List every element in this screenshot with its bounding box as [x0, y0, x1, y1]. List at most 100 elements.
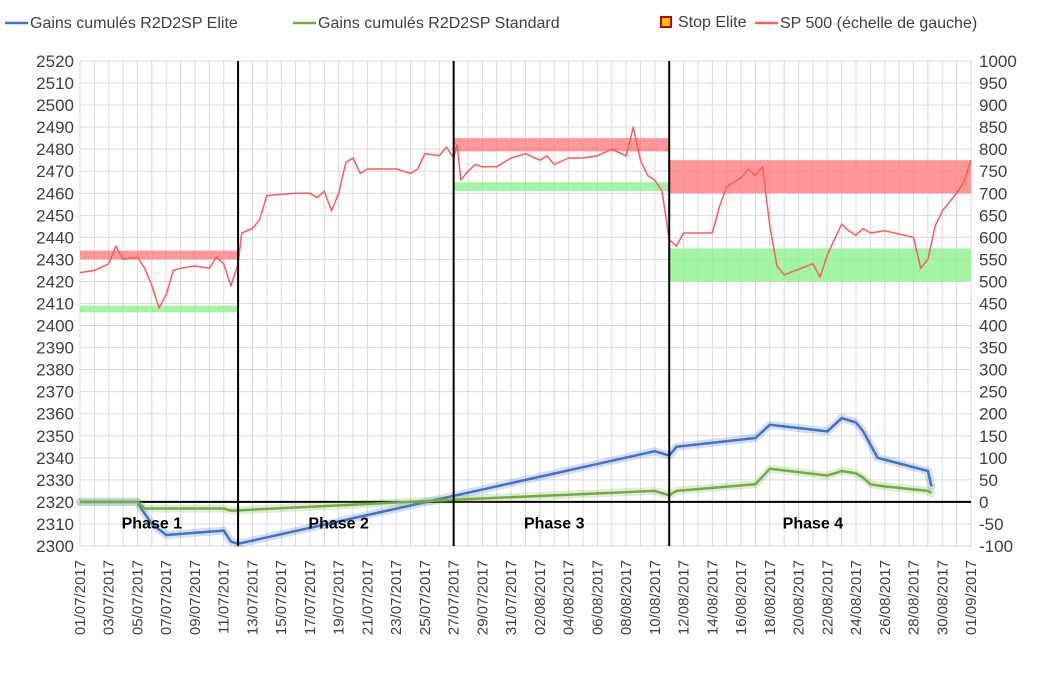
standard-gains-line	[80, 467, 933, 512]
tick-labels: Phase 1 Phase 2 Phase 3 Phase 4 2300 2310 2320…	[36, 52, 1017, 635]
x-tick: 23/07/2017	[388, 560, 405, 635]
x-tick: 08/08/2017	[618, 560, 635, 635]
resistance-band	[669, 160, 971, 194]
y-left-tick: 2500	[36, 96, 74, 115]
y-left-tick: 2510	[36, 74, 74, 93]
elite-gains-line	[80, 416, 933, 546]
y-left-tick: 2480	[36, 140, 74, 159]
phase-label-3: Phase 3	[524, 515, 585, 532]
x-tick: 18/08/2017	[762, 560, 779, 635]
support-band	[453, 182, 670, 192]
resistance-band	[80, 250, 239, 260]
sp500-line	[79, 126, 972, 309]
x-tick: 26/08/2017	[877, 560, 894, 635]
y-left-tick: 2350	[36, 427, 74, 446]
phase-label-4: Phase 4	[783, 515, 844, 532]
y-left-tick: 2340	[36, 449, 74, 468]
y-left-tick: 2490	[36, 118, 74, 137]
legend-item: Stop Elite	[660, 14, 747, 31]
x-tick: 04/08/2017	[561, 560, 578, 635]
y-right-tick: 100	[979, 449, 1007, 468]
y-right-tick: 500	[979, 272, 1007, 291]
phase-dividers	[237, 61, 671, 546]
legend-item: Gains cumulés R2D2SP Elite	[5, 15, 238, 32]
x-tick: 13/07/2017	[245, 560, 262, 635]
legend: Gains cumulés R2D2SP Elite Gains cumulés …	[5, 14, 977, 32]
y-right-tick: 950	[979, 74, 1007, 93]
y-left-tick: 2400	[36, 317, 74, 336]
standard-gains-glow	[76, 464, 936, 515]
legend-label: Gains cumulés R2D2SP Standard	[318, 15, 560, 32]
legend-item: Gains cumulés R2D2SP Standard	[293, 15, 560, 32]
y-right-tick: 900	[979, 96, 1007, 115]
legend-label: Gains cumulés R2D2SP Elite	[30, 15, 238, 32]
y-left-tick: 2420	[36, 272, 74, 291]
y-right-tick: -50	[979, 515, 1004, 534]
y-left-tick: 2470	[36, 162, 74, 181]
y-left-tick: 2410	[36, 295, 74, 314]
x-tick: 27/07/2017	[446, 560, 463, 635]
x-tick: 03/07/2017	[101, 560, 118, 635]
y-right-tick: 1000	[979, 52, 1017, 71]
y-right-tick: 650	[979, 206, 1007, 225]
y-right-tick: 550	[979, 250, 1007, 269]
y-right-tick: 350	[979, 339, 1007, 358]
y-right-tick: 0	[979, 493, 988, 512]
legend-swatch-marker	[660, 16, 672, 28]
y-left-tick: 2380	[36, 361, 74, 380]
y-left-tick: 2460	[36, 184, 74, 203]
y-left-tick: 2300	[36, 537, 74, 556]
legend-label: Stop Elite	[678, 14, 747, 31]
phase-label-2: Phase 2	[308, 515, 369, 532]
y-left-tick: 2520	[36, 52, 74, 71]
y-right-tick: 750	[979, 162, 1007, 181]
y-left-tick: 2310	[36, 515, 74, 534]
x-tick: 01/07/2017	[72, 560, 89, 635]
x-tick: 01/09/2017	[963, 560, 980, 635]
y-right-tick: 250	[979, 383, 1007, 402]
y-left-tick: 2450	[36, 206, 74, 225]
y-right-tick: 400	[979, 317, 1007, 336]
phase-label-1: Phase 1	[122, 515, 183, 532]
x-tick: 29/07/2017	[474, 560, 491, 635]
y-right-tick: 450	[979, 295, 1007, 314]
resistance-band	[453, 138, 670, 152]
y-left-tick: 2360	[36, 405, 74, 424]
legend-item: SP 500 (échelle de gauche)	[755, 15, 977, 32]
y-right-tick: 800	[979, 140, 1007, 159]
y-left-tick: 2430	[36, 250, 74, 269]
y-right-tick: 600	[979, 228, 1007, 247]
x-tick: 20/08/2017	[791, 560, 808, 635]
x-tick: 07/07/2017	[158, 560, 175, 635]
x-tick: 30/08/2017	[934, 560, 951, 635]
y-right-tick: 300	[979, 361, 1007, 380]
x-tick: 06/08/2017	[589, 560, 606, 635]
x-tick: 14/08/2017	[704, 560, 721, 635]
y-right-tick: 700	[979, 184, 1007, 203]
y-right-tick: 200	[979, 405, 1007, 424]
x-tick: 05/07/2017	[130, 560, 147, 635]
x-tick: 24/08/2017	[848, 560, 865, 635]
x-tick: 22/08/2017	[819, 560, 836, 635]
y-left-tick: 2320	[36, 493, 74, 512]
x-tick: 28/08/2017	[906, 560, 923, 635]
series-layer	[76, 126, 972, 548]
y-left-tick: 2440	[36, 228, 74, 247]
y-right-tick: 150	[979, 427, 1007, 446]
x-tick: 12/08/2017	[676, 560, 693, 635]
y-left-tick: 2390	[36, 339, 74, 358]
x-tick: 10/08/2017	[647, 560, 664, 635]
y-right-tick: 50	[979, 471, 998, 490]
x-tick: 15/07/2017	[273, 560, 290, 635]
x-tick: 16/08/2017	[733, 560, 750, 635]
legend-label: SP 500 (échelle de gauche)	[780, 15, 977, 32]
x-tick: 09/07/2017	[187, 560, 204, 635]
y-left-tick: 2330	[36, 471, 74, 490]
x-tick: 17/07/2017	[302, 560, 319, 635]
support-band	[80, 305, 239, 313]
x-tick: 25/07/2017	[417, 560, 434, 635]
x-tick: 21/07/2017	[359, 560, 376, 635]
x-tick: 11/07/2017	[216, 560, 233, 634]
